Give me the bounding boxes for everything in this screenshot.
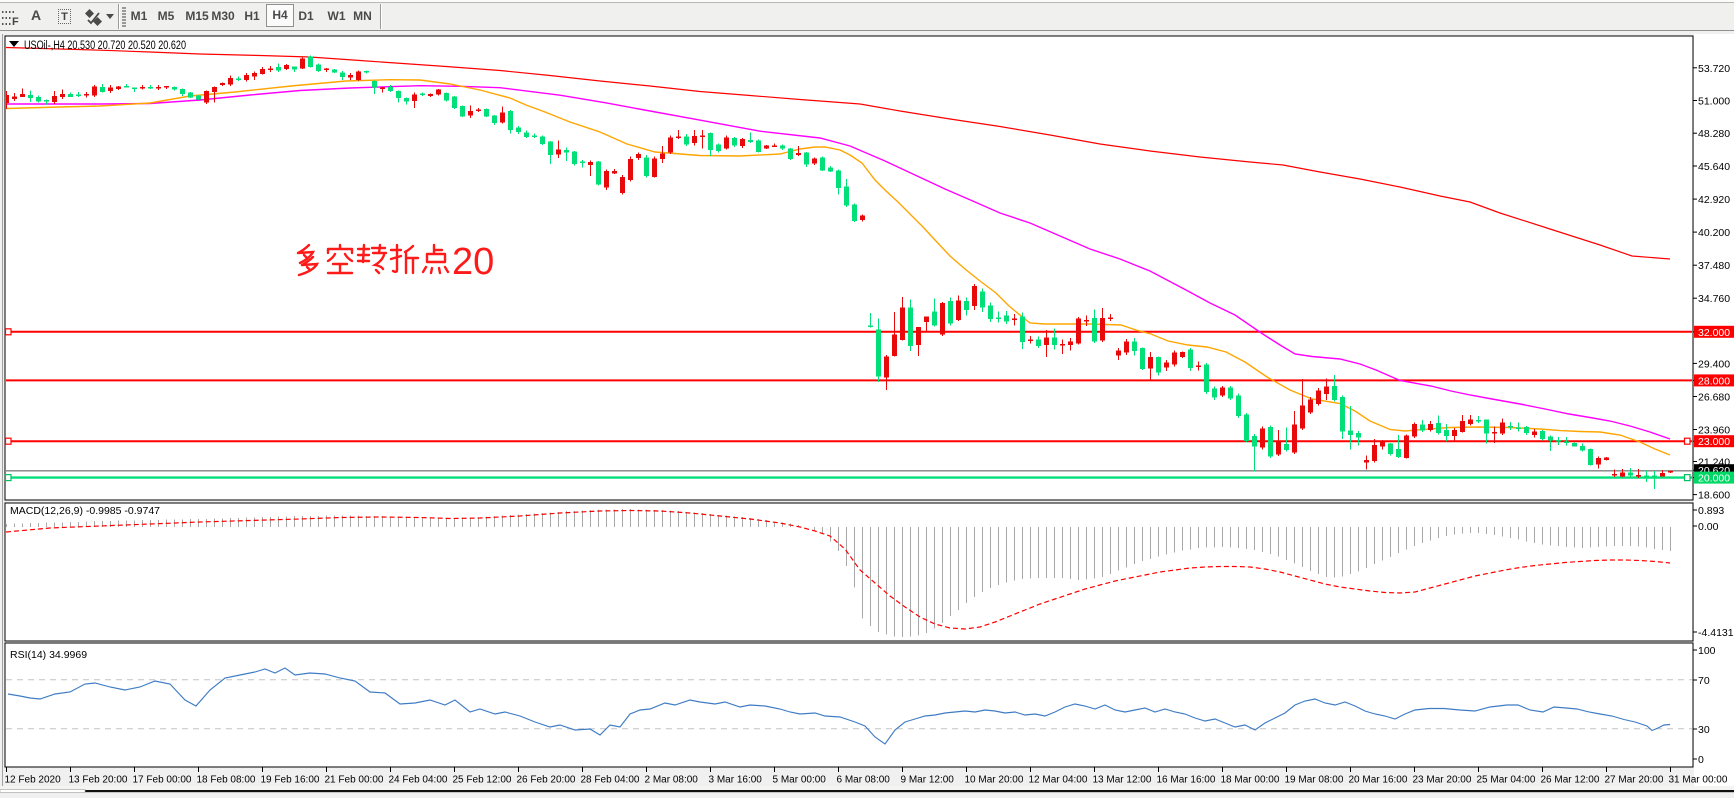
svg-text:53.720: 53.720 bbox=[1698, 63, 1730, 75]
svg-text:-4.4131: -4.4131 bbox=[1698, 627, 1734, 639]
svg-text:20.000: 20.000 bbox=[1698, 473, 1730, 485]
svg-text:13 Mar 12:00: 13 Mar 12:00 bbox=[1093, 775, 1152, 786]
svg-text:32.000: 32.000 bbox=[1698, 327, 1730, 339]
svg-text:RSI(14) 34.9969: RSI(14) 34.9969 bbox=[10, 649, 87, 661]
svg-text:10 Mar 20:00: 10 Mar 20:00 bbox=[965, 775, 1024, 786]
svg-text:34.760: 34.760 bbox=[1698, 293, 1730, 305]
svg-text:26 Mar 12:00: 26 Mar 12:00 bbox=[1541, 775, 1600, 786]
svg-text:16 Mar 16:00: 16 Mar 16:00 bbox=[1157, 775, 1216, 786]
svg-text:9 Mar 12:00: 9 Mar 12:00 bbox=[901, 775, 955, 786]
svg-text:0.00: 0.00 bbox=[1698, 521, 1719, 533]
svg-text:100: 100 bbox=[1698, 645, 1716, 657]
svg-text:31 Mar 00:00: 31 Mar 00:00 bbox=[1669, 775, 1728, 786]
svg-text:12 Feb 2020: 12 Feb 2020 bbox=[5, 775, 62, 786]
svg-text:37.480: 37.480 bbox=[1698, 260, 1730, 272]
svg-text:70: 70 bbox=[1698, 675, 1710, 687]
svg-text:26 Feb 20:00: 26 Feb 20:00 bbox=[517, 775, 576, 786]
svg-text:48.280: 48.280 bbox=[1698, 128, 1730, 140]
svg-text:25 Mar 04:00: 25 Mar 04:00 bbox=[1477, 775, 1536, 786]
svg-text:28 Feb 04:00: 28 Feb 04:00 bbox=[581, 775, 640, 786]
svg-text:19 Feb 16:00: 19 Feb 16:00 bbox=[261, 775, 320, 786]
svg-text:3 Mar 16:00: 3 Mar 16:00 bbox=[709, 775, 763, 786]
svg-text:6 Mar 08:00: 6 Mar 08:00 bbox=[837, 775, 891, 786]
svg-text:23.960: 23.960 bbox=[1698, 425, 1730, 437]
svg-text:12 Mar 04:00: 12 Mar 04:00 bbox=[1029, 775, 1088, 786]
svg-text:13 Feb 20:00: 13 Feb 20:00 bbox=[69, 775, 128, 786]
svg-text:45.640: 45.640 bbox=[1698, 161, 1730, 173]
svg-text:5 Mar 00:00: 5 Mar 00:00 bbox=[773, 775, 827, 786]
svg-text:0.893: 0.893 bbox=[1698, 505, 1724, 517]
svg-text:23.000: 23.000 bbox=[1698, 436, 1730, 448]
svg-text:MACD(12,26,9) -0.9985 -0.9747: MACD(12,26,9) -0.9985 -0.9747 bbox=[10, 505, 160, 517]
svg-text:2 Mar 08:00: 2 Mar 08:00 bbox=[645, 775, 699, 786]
svg-text:29.400: 29.400 bbox=[1698, 358, 1730, 370]
svg-text:40.200: 40.200 bbox=[1698, 227, 1730, 239]
svg-text:20: 20 bbox=[452, 241, 494, 283]
svg-text:0: 0 bbox=[1698, 754, 1704, 766]
svg-text:18 Feb 08:00: 18 Feb 08:00 bbox=[197, 775, 256, 786]
svg-text:23 Mar 20:00: 23 Mar 20:00 bbox=[1413, 775, 1472, 786]
svg-text:24 Feb 04:00: 24 Feb 04:00 bbox=[389, 775, 448, 786]
svg-text:19 Mar 08:00: 19 Mar 08:00 bbox=[1285, 775, 1344, 786]
svg-text:17 Feb 00:00: 17 Feb 00:00 bbox=[133, 775, 192, 786]
svg-text:51.000: 51.000 bbox=[1698, 96, 1730, 108]
svg-text:27 Mar 20:00: 27 Mar 20:00 bbox=[1605, 775, 1664, 786]
svg-text:18.600: 18.600 bbox=[1698, 490, 1730, 502]
svg-text:USOil-,H4 20.530 20.720 20.52: USOil-,H4 20.530 20.720 20.520 20.620 bbox=[24, 40, 186, 52]
svg-text:28.000: 28.000 bbox=[1698, 375, 1730, 387]
svg-text:30: 30 bbox=[1698, 724, 1710, 736]
svg-text:26.680: 26.680 bbox=[1698, 392, 1730, 404]
svg-text:21 Feb 00:00: 21 Feb 00:00 bbox=[325, 775, 384, 786]
svg-text:20 Mar 16:00: 20 Mar 16:00 bbox=[1349, 775, 1408, 786]
svg-text:25 Feb 12:00: 25 Feb 12:00 bbox=[453, 775, 512, 786]
svg-text:18 Mar 00:00: 18 Mar 00:00 bbox=[1221, 775, 1280, 786]
svg-text:42.920: 42.920 bbox=[1698, 194, 1730, 206]
